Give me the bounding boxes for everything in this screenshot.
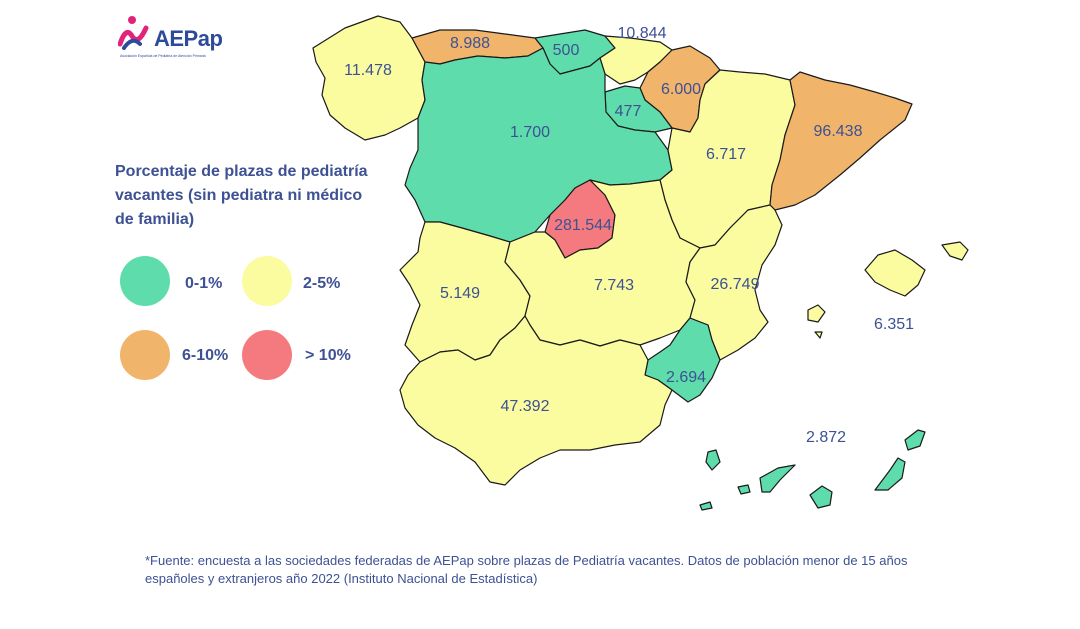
region-canarias-gomera (737, 484, 751, 495)
region-cataluna (769, 71, 913, 211)
aepap-logo-text: AEPap (154, 26, 223, 51)
label-extremadura: 5.149 (440, 285, 480, 302)
legend-label-over-10: > 10% (305, 347, 351, 364)
label-navarra: 6.000 (661, 81, 701, 98)
legend-label-0-1: 0-1% (185, 275, 223, 292)
label-la-rioja: 477 (615, 103, 642, 120)
legend-label-2-5: 2-5% (303, 275, 341, 292)
label-valencia: 26.749 (711, 276, 760, 293)
region-murcia (644, 317, 721, 403)
legend-swatch-0-1 (120, 256, 170, 306)
legend-title: Porcentaje de plazas de pediatría vacant… (115, 163, 368, 228)
region-canarias-lanzarote (904, 429, 926, 451)
region-canarias-tenerife (759, 464, 796, 493)
label-galicia: 11.478 (344, 62, 392, 79)
label-cantabria: 500 (553, 42, 580, 59)
label-canarias: 2.872 (806, 429, 846, 446)
label-andalucia: 47.392 (501, 398, 550, 415)
legend-swatch-2-5 (242, 256, 292, 306)
region-andalucia (399, 315, 673, 486)
label-aragon: 6.717 (706, 146, 746, 163)
region-baleares-ibiza (807, 304, 826, 323)
legend-swatch-over-10 (242, 330, 292, 380)
footnote: *Fuente: encuesta a las sociedades feder… (145, 553, 908, 586)
label-pais-vasco: 10.844 (618, 25, 667, 42)
legend-label-6-10: 6-10% (182, 347, 229, 364)
aepap-logo-icon (118, 16, 149, 50)
label-castilla-y-leon: 1.700 (510, 124, 550, 141)
region-pais-vasco (599, 35, 673, 85)
label-cataluna: 96.438 (814, 123, 863, 140)
region-baleares-formentera (814, 331, 823, 339)
aepap-logo: AEPap Asociación Española de Pediatría d… (118, 14, 258, 64)
label-castilla-la-mancha: 7.743 (594, 277, 634, 294)
label-baleares: 6.351 (874, 316, 914, 333)
region-baleares-menorca (941, 241, 969, 261)
label-murcia: 2.694 (666, 369, 706, 386)
aepap-logo-subtitle: Asociación Española de Pediatría de Aten… (120, 54, 206, 58)
region-canarias-la-palma (705, 449, 721, 471)
region-canarias-fuerteventura (874, 457, 906, 491)
region-baleares (864, 249, 926, 297)
region-galicia (312, 15, 426, 141)
region-canarias-hierro (699, 501, 713, 511)
label-madrid: 281.544 (554, 217, 612, 234)
label-asturias: 8.988 (450, 35, 490, 52)
legend-swatch-6-10 (120, 330, 170, 380)
region-canarias-gran-canaria (809, 485, 833, 509)
